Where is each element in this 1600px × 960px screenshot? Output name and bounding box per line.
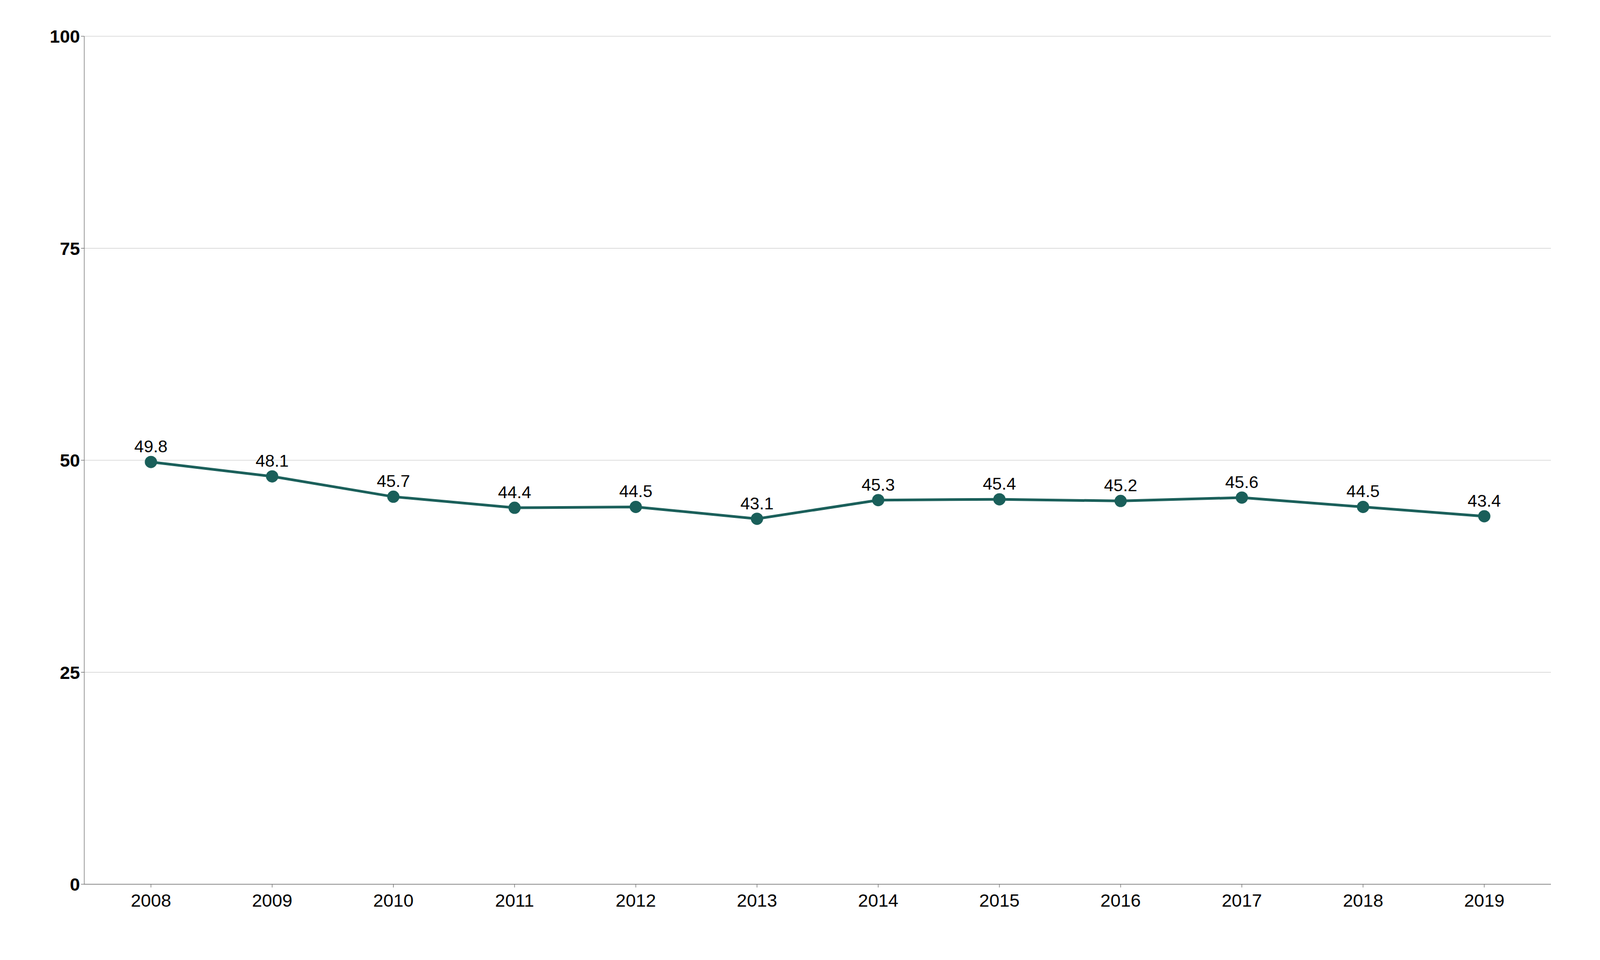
svg-text:100: 100: [49, 26, 80, 47]
svg-text:45.2: 45.2: [1104, 475, 1138, 495]
svg-text:44.5: 44.5: [1346, 481, 1380, 501]
svg-text:2018: 2018: [1342, 890, 1384, 911]
svg-text:2014: 2014: [858, 890, 899, 911]
svg-text:2009: 2009: [251, 890, 293, 911]
svg-text:2015: 2015: [979, 890, 1020, 911]
svg-text:2012: 2012: [615, 890, 656, 911]
svg-text:75: 75: [59, 238, 80, 259]
svg-text:2019: 2019: [1464, 890, 1505, 911]
svg-text:45.7: 45.7: [376, 471, 410, 491]
svg-text:44.5: 44.5: [619, 481, 653, 501]
svg-text:0: 0: [69, 874, 80, 895]
svg-text:45.6: 45.6: [1225, 472, 1259, 492]
svg-text:43.1: 43.1: [740, 493, 774, 514]
svg-text:48.1: 48.1: [255, 451, 289, 471]
svg-text:45.4: 45.4: [982, 474, 1016, 494]
svg-text:2017: 2017: [1221, 890, 1263, 911]
svg-text:49.8: 49.8: [134, 436, 168, 456]
svg-text:2013: 2013: [737, 890, 778, 911]
svg-text:2011: 2011: [494, 890, 534, 911]
svg-text:25: 25: [59, 662, 80, 683]
svg-text:2016: 2016: [1100, 890, 1141, 911]
svg-text:2008: 2008: [130, 890, 172, 911]
svg-text:45.3: 45.3: [861, 475, 895, 495]
svg-text:50: 50: [59, 450, 80, 471]
svg-text:43.4: 43.4: [1467, 491, 1501, 511]
svg-text:44.4: 44.4: [498, 482, 532, 502]
svg-text:2010: 2010: [373, 890, 414, 911]
